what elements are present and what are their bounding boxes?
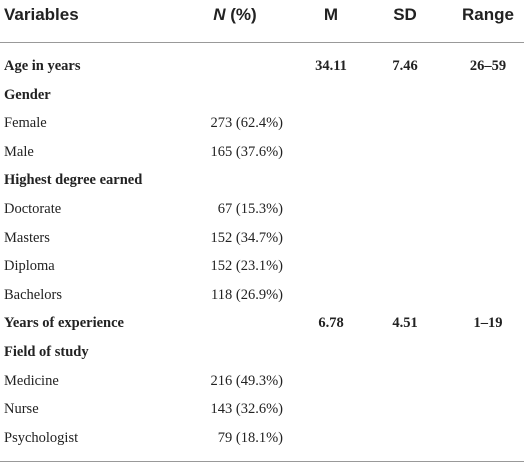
row-value: 7.46 <box>392 58 418 74</box>
row-label: Diploma <box>4 258 55 275</box>
row-value: 67 (15.3%) <box>217 201 283 217</box>
row-value: 216 (49.3%) <box>210 372 284 389</box>
row-value: 273 (62.4%) <box>210 115 284 132</box>
header-cell: Variables <box>4 5 79 24</box>
header-cell: M <box>323 5 339 24</box>
header-cell: SD <box>393 5 417 24</box>
row-label: Years of experience <box>4 315 124 332</box>
row-label: Age in years <box>4 58 81 74</box>
row-label: Highest degree earned <box>4 172 143 189</box>
row-value: 165 (37.6%) <box>210 143 284 160</box>
row-label: Male <box>4 143 34 160</box>
bottom-rule <box>0 461 524 462</box>
row-label: Gender <box>4 86 51 103</box>
row-value: 143 (32.6%) <box>210 401 284 418</box>
row-value: 79 (18.1%) <box>217 429 283 446</box>
row-label: Female <box>4 115 47 132</box>
row-label: Nurse <box>4 401 39 418</box>
row-label: Doctorate <box>4 201 62 217</box>
row-label: Psychologist <box>4 429 79 446</box>
row-label: Bachelors <box>4 286 62 303</box>
row-label: Field of study <box>4 344 89 360</box>
row-value: 1–19 <box>473 315 503 332</box>
row-value: 118 (26.9%) <box>211 286 283 303</box>
header-cell: N (%) <box>185 0 285 30</box>
row-label: Medicine <box>4 372 59 389</box>
header-rule <box>0 42 524 43</box>
row-value: 6.78 <box>318 315 344 332</box>
row-value: 34.11 <box>315 58 347 74</box>
row-value: 26–59 <box>469 58 507 74</box>
row-value: 152 (34.7%) <box>210 229 284 246</box>
header-cell: Range <box>462 5 514 24</box>
row-value: 152 (23.1%) <box>210 258 284 275</box>
header-text: N (%) <box>213 5 257 24</box>
row-value: 4.51 <box>392 315 418 332</box>
row-label: Masters <box>4 229 50 246</box>
